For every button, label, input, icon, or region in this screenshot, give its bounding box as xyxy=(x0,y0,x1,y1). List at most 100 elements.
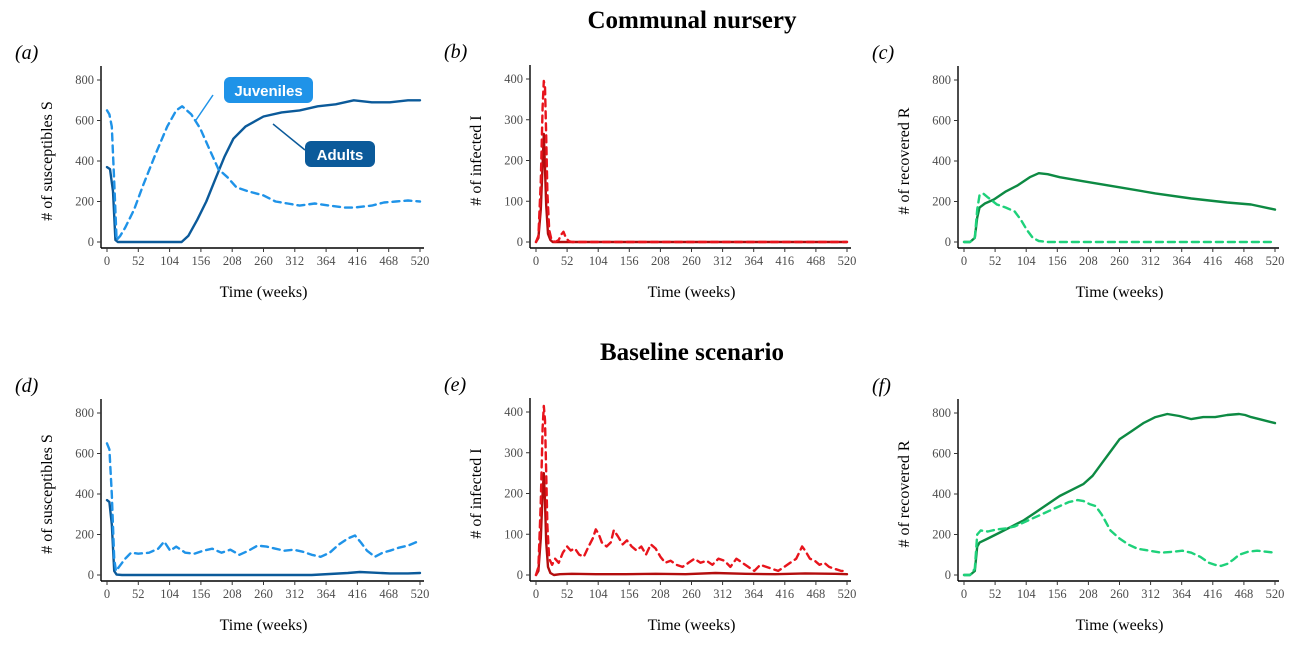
x-tick-label: 208 xyxy=(1079,587,1098,601)
x-tick-label: 104 xyxy=(160,587,180,601)
panel-label-c: (c) xyxy=(872,42,895,64)
y-tick-label: 600 xyxy=(75,447,94,461)
y-axis-label-b: # of infected I xyxy=(468,115,485,205)
x-axis-label-c: Time (weeks) xyxy=(1076,284,1164,301)
x-tick-label: 0 xyxy=(961,587,967,601)
x-tick-label: 416 xyxy=(1203,587,1222,601)
x-tick-label: 156 xyxy=(1048,254,1067,268)
panel-label-e: (e) xyxy=(444,374,467,396)
panel-label-b: (b) xyxy=(444,41,468,63)
y-tick-label: 400 xyxy=(932,154,951,168)
x-tick-label: 156 xyxy=(192,254,211,268)
series-adults-line-f xyxy=(962,412,1277,577)
x-tick-label: 208 xyxy=(1079,254,1098,268)
panel-e: (e) 0 52 104 156 208 260 312 364 416 468 520 0 100 200… xyxy=(444,374,856,634)
x-tick-label: 0 xyxy=(533,587,539,601)
x-tick-label: 468 xyxy=(1235,254,1254,268)
panel-d: (d) 0 52 104 156 208 260 312 364 416 468 520 0 200 400… xyxy=(15,375,429,634)
y-tick-label: 300 xyxy=(504,113,523,127)
x-tick-label: 104 xyxy=(1017,587,1037,601)
x-tick-label: 0 xyxy=(104,254,110,268)
x-tick-label: 156 xyxy=(192,587,211,601)
series-adults-line-b xyxy=(534,132,849,244)
series-juveniles-line-f xyxy=(962,498,1277,577)
y-tick-label: 400 xyxy=(504,72,523,86)
x-tick-label: 468 xyxy=(807,254,826,268)
x-tick-label: 260 xyxy=(1110,254,1129,268)
y-tick-label: 0 xyxy=(945,568,951,582)
y-tick-label: 300 xyxy=(504,446,523,460)
y-tick-label: 800 xyxy=(75,73,94,87)
juveniles-callout-label: Juveniles xyxy=(234,83,302,100)
x-axis-label-f: Time (weeks) xyxy=(1076,617,1164,634)
x-tick-label: 208 xyxy=(223,254,242,268)
x-tick-label: 364 xyxy=(1172,587,1192,601)
y-tick-label: 0 xyxy=(88,568,94,582)
x-tick-label: 156 xyxy=(620,587,639,601)
adults-callout-label: Adults xyxy=(317,147,364,164)
y-tick-label: 800 xyxy=(75,406,94,420)
adults-leader-line xyxy=(272,123,306,151)
y-tick-label: 0 xyxy=(517,235,523,249)
y-tick-label: 600 xyxy=(932,447,951,461)
x-tick-label: 0 xyxy=(961,254,967,268)
title-bottom: Baseline scenario xyxy=(600,339,784,366)
x-axis-label-e: Time (weeks) xyxy=(648,617,736,634)
x-tick-label: 364 xyxy=(744,587,764,601)
y-tick-label: 800 xyxy=(932,73,951,87)
y-tick-label: 100 xyxy=(504,527,523,541)
panel-a: (a) 0 52 104 156 208 260 312 364 416 468 520 0 200 400… xyxy=(15,42,429,301)
series-adults-line-d xyxy=(105,498,422,577)
panel-label-a: (a) xyxy=(15,42,39,64)
x-tick-label: 208 xyxy=(651,587,670,601)
x-tick-label: 364 xyxy=(744,254,764,268)
x-tick-label: 416 xyxy=(1203,254,1222,268)
y-tick-label: 600 xyxy=(75,114,94,128)
y-tick-label: 200 xyxy=(504,487,523,501)
x-tick-label: 156 xyxy=(620,254,639,268)
x-tick-label: 312 xyxy=(713,587,732,601)
callouts: Juveniles Adults xyxy=(195,77,375,167)
y-tick-label: 100 xyxy=(504,194,523,208)
x-tick-label: 520 xyxy=(838,254,857,268)
y-tick-label: 200 xyxy=(75,528,94,542)
series-juveniles-line-d xyxy=(105,442,422,573)
y-axis-label-c: # of recovered R xyxy=(896,107,913,214)
x-tick-label: 52 xyxy=(132,587,145,601)
x-tick-label: 104 xyxy=(589,587,609,601)
series-juveniles-line-c xyxy=(962,192,1277,244)
y-tick-label: 0 xyxy=(517,568,523,582)
series-juveniles-line-b xyxy=(534,79,849,244)
x-tick-label: 260 xyxy=(254,587,273,601)
y-axis-label-e: # of infected I xyxy=(468,448,485,538)
panel-f: (f) 0 52 104 156 208 260 312 364 416 468 520 0 200 400… xyxy=(872,375,1284,634)
x-tick-label: 156 xyxy=(1048,587,1067,601)
x-tick-label: 260 xyxy=(682,254,701,268)
x-tick-label: 416 xyxy=(775,254,794,268)
title-top: Communal nursery xyxy=(587,7,797,34)
x-tick-label: 312 xyxy=(713,254,732,268)
x-tick-label: 208 xyxy=(651,254,670,268)
y-axis-label-f: # of recovered R xyxy=(896,440,913,547)
panel-c: (c) 0 52 104 156 208 260 312 364 416 468 520 0 200 400… xyxy=(872,42,1284,301)
x-tick-label: 104 xyxy=(160,254,180,268)
x-tick-label: 260 xyxy=(254,254,273,268)
x-tick-label: 468 xyxy=(1235,587,1254,601)
x-tick-label: 520 xyxy=(411,587,430,601)
y-tick-label: 200 xyxy=(932,528,951,542)
x-tick-label: 416 xyxy=(348,587,367,601)
panel-b: (b) 0 52 104 156 208 260 312 364 416 468 520 0 100 200… xyxy=(444,41,856,301)
x-tick-label: 364 xyxy=(1172,254,1192,268)
x-tick-label: 260 xyxy=(1110,587,1129,601)
series-juveniles-line-a xyxy=(105,105,422,242)
x-tick-label: 520 xyxy=(1266,254,1285,268)
series-juveniles-line-e xyxy=(534,404,849,577)
x-tick-label: 468 xyxy=(379,254,398,268)
x-tick-label: 364 xyxy=(317,254,337,268)
y-tick-label: 400 xyxy=(932,487,951,501)
x-tick-label: 208 xyxy=(223,587,242,601)
series-adults-line-a xyxy=(105,99,422,244)
x-tick-label: 104 xyxy=(1017,254,1037,268)
y-tick-label: 200 xyxy=(932,195,951,209)
